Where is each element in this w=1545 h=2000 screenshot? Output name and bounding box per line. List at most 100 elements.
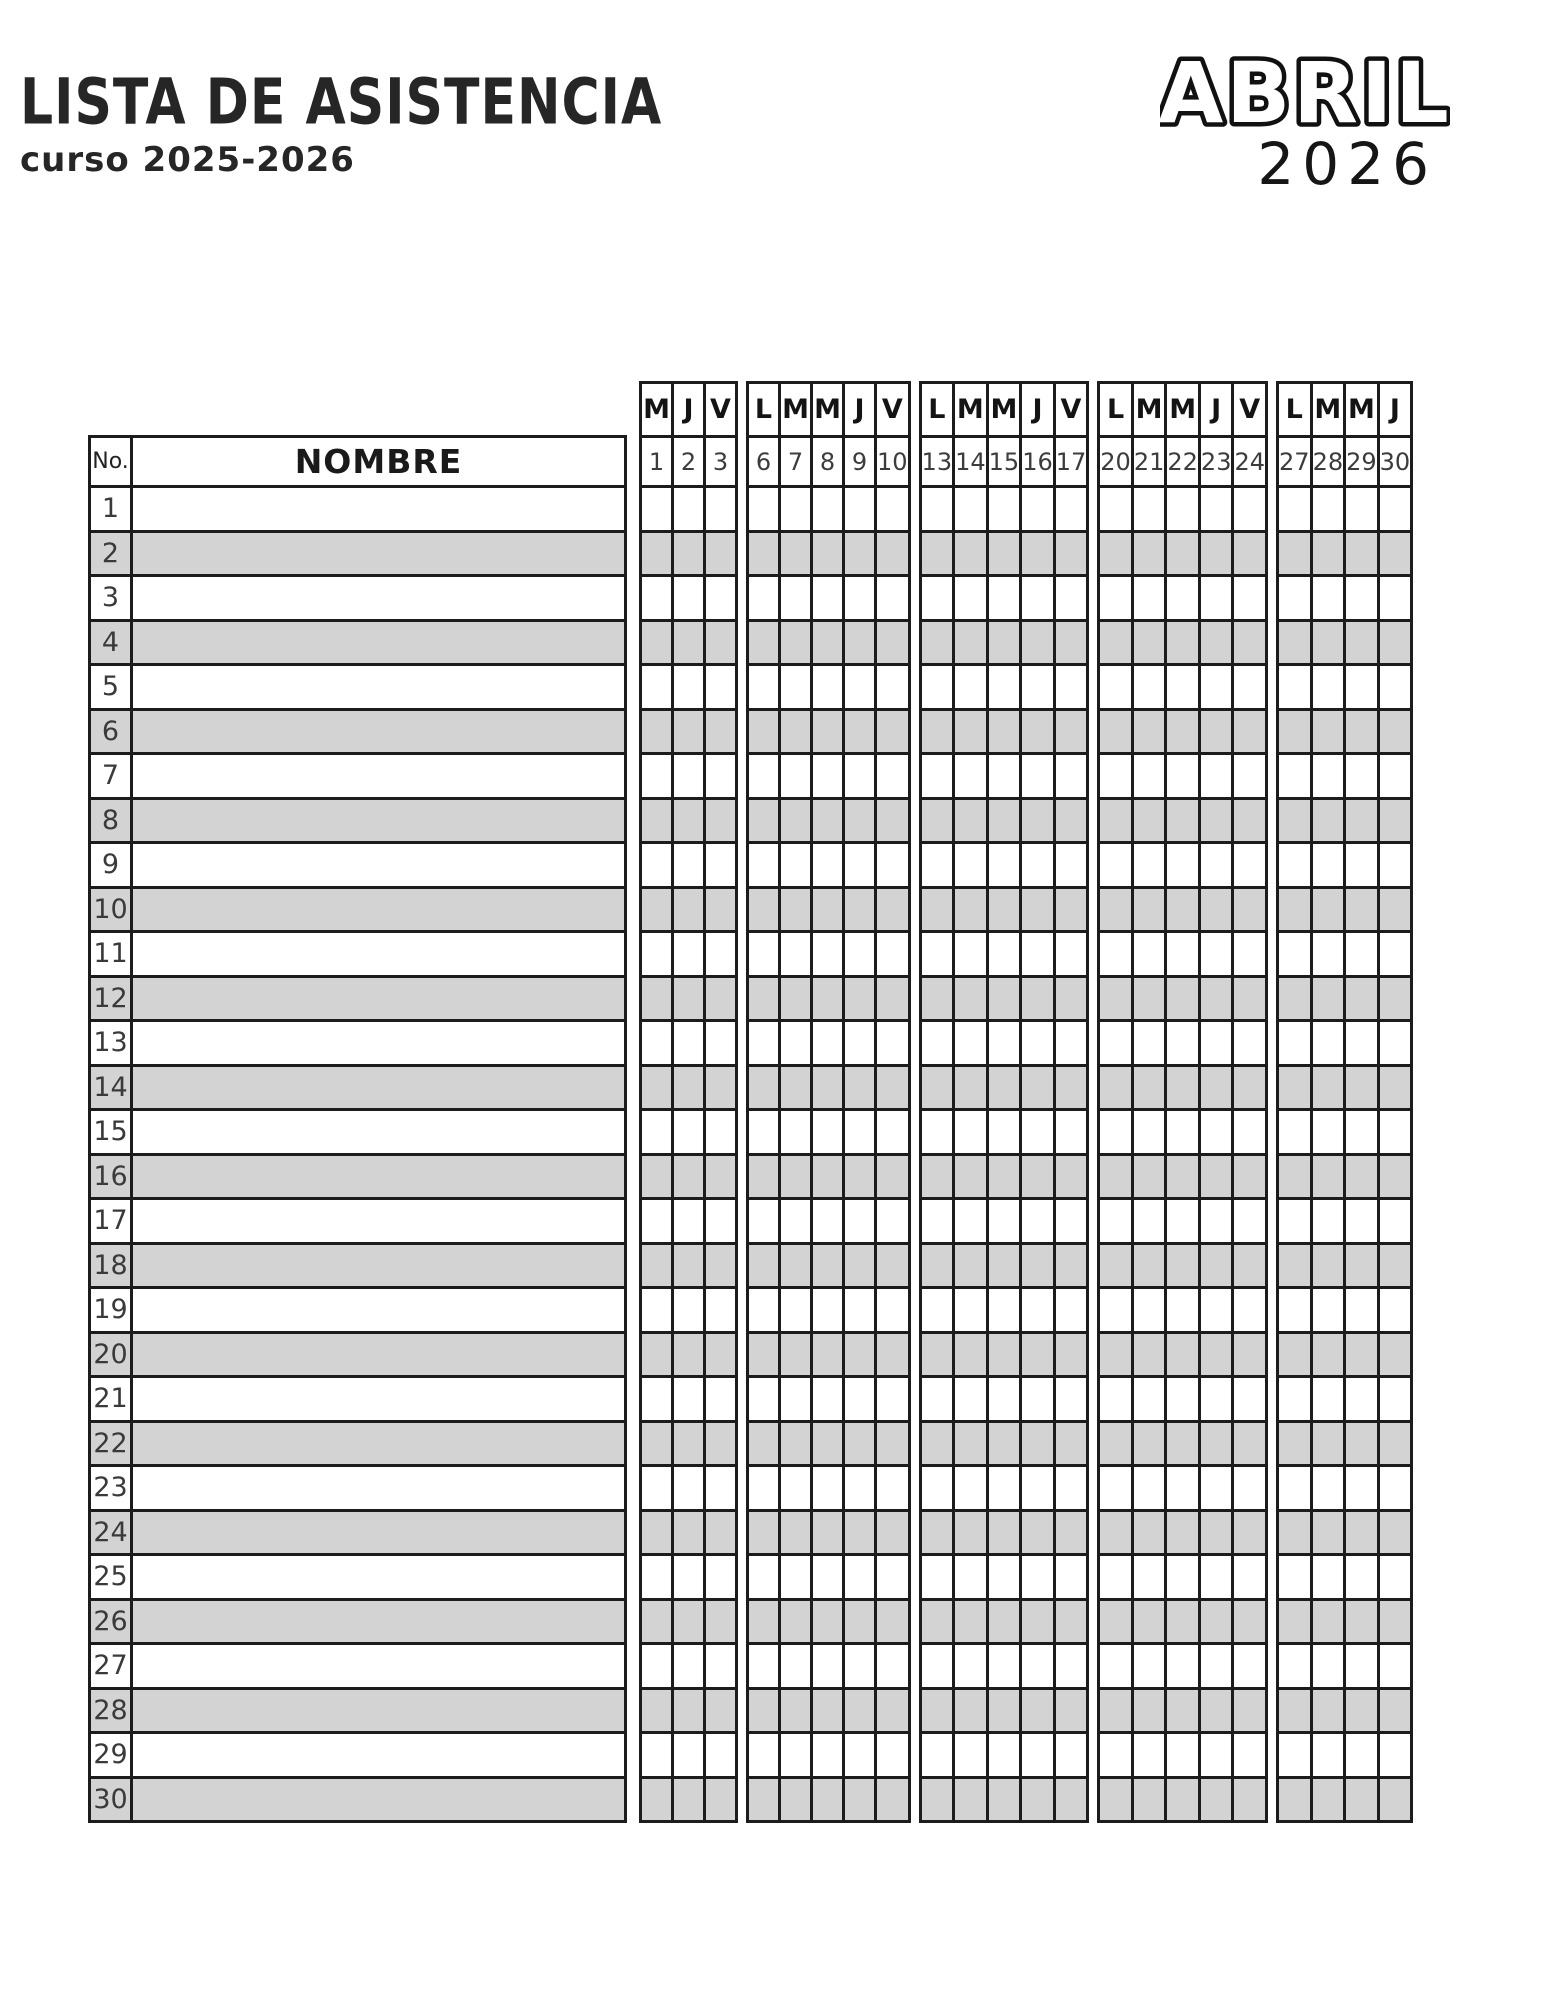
attendance-cell — [1019, 1597, 1056, 1645]
attendance-cell — [985, 930, 1023, 978]
table-row: 28 — [88, 1686, 627, 1734]
attendance-cell — [1130, 752, 1168, 800]
attendance-cell — [1164, 1108, 1201, 1156]
attendance-cell — [1130, 1241, 1168, 1289]
attendance-cell — [1231, 1108, 1268, 1156]
attendance-cell — [1164, 1330, 1201, 1378]
attendance-cell — [985, 574, 1023, 622]
attendance-cell — [1376, 1597, 1414, 1645]
attendance-cell — [1309, 707, 1347, 755]
attendance-cell — [1019, 529, 1056, 577]
table-row — [1276, 485, 1414, 533]
attendance-cell — [842, 1775, 877, 1823]
date-cell: 13 — [918, 435, 956, 488]
attendance-cell — [952, 1241, 989, 1289]
attendance-cell — [1309, 1508, 1347, 1556]
date-row: 20 21 22 23 24 — [1097, 435, 1268, 488]
table-row — [746, 1686, 911, 1734]
attendance-cell — [1343, 796, 1380, 844]
attendance-cell — [918, 485, 956, 533]
attendance-cell — [874, 974, 911, 1022]
table-row — [918, 1241, 1090, 1289]
table-row — [639, 796, 738, 844]
date-row: 27 28 29 30 — [1276, 435, 1414, 488]
attendance-cell — [778, 1019, 813, 1067]
attendance-cell — [1019, 1197, 1056, 1245]
attendance-cell — [842, 618, 877, 666]
table-row — [1097, 1686, 1268, 1734]
name-cell — [130, 1241, 627, 1289]
row-number-cell: 12 — [88, 974, 133, 1022]
attendance-cell — [1130, 1731, 1168, 1779]
attendance-cell — [703, 1731, 738, 1779]
table-row — [918, 1330, 1090, 1378]
attendance-cell — [1164, 707, 1201, 755]
attendance-cell — [671, 1286, 706, 1334]
attendance-cell — [1197, 707, 1235, 755]
attendance-cell — [842, 930, 877, 978]
attendance-cell — [1197, 885, 1235, 933]
attendance-cell — [1376, 1508, 1414, 1556]
table-row — [1097, 1642, 1268, 1690]
table-row — [918, 841, 1090, 889]
attendance-cell — [1097, 1508, 1134, 1556]
attendance-cell — [1309, 796, 1347, 844]
attendance-cell — [1019, 1508, 1056, 1556]
attendance-cell — [1376, 1642, 1414, 1690]
attendance-cell — [1130, 1063, 1168, 1111]
attendance-cell — [1019, 1019, 1056, 1067]
attendance-cell — [985, 1108, 1023, 1156]
attendance-cell — [810, 485, 845, 533]
attendance-cell — [1052, 485, 1090, 533]
table-row — [1276, 1330, 1414, 1378]
attendance-cell — [671, 1686, 706, 1734]
attendance-cell — [1231, 1330, 1268, 1378]
table-row — [918, 1686, 1090, 1734]
table-row: 5 — [88, 663, 627, 711]
attendance-cell — [703, 1286, 738, 1334]
attendance-cell — [1019, 1731, 1056, 1779]
attendance-cell — [1276, 1686, 1313, 1734]
month-bubble-text: ABRIL — [1160, 40, 1450, 147]
attendance-cell — [703, 1108, 738, 1156]
attendance-cell — [1309, 1152, 1347, 1200]
table-row — [639, 1642, 738, 1690]
day-letter-cell: M — [810, 381, 845, 438]
attendance-cell — [1052, 930, 1090, 978]
table-row — [1276, 1464, 1414, 1512]
attendance-cell — [1130, 485, 1168, 533]
table-row — [639, 1108, 738, 1156]
attendance-cell — [778, 1731, 813, 1779]
attendance-cell — [1019, 796, 1056, 844]
attendance-cell — [1019, 1108, 1056, 1156]
attendance-cell — [1231, 1419, 1268, 1467]
attendance-cell — [1019, 1775, 1056, 1823]
table-row — [918, 1197, 1090, 1245]
attendance-cell — [671, 1330, 706, 1378]
attendance-cell — [1130, 1375, 1168, 1423]
attendance-cell — [1130, 529, 1168, 577]
attendance-cell — [874, 885, 911, 933]
attendance-cell — [1052, 1508, 1090, 1556]
attendance-cell — [1197, 1642, 1235, 1690]
date-cell: 30 — [1376, 435, 1414, 488]
attendance-cell — [1309, 1464, 1347, 1512]
name-cell — [130, 485, 627, 533]
table-row — [918, 1419, 1090, 1467]
row-number-cell: 13 — [88, 1019, 133, 1067]
attendance-cell — [1019, 707, 1056, 755]
day-letter-cell: J — [1019, 381, 1056, 438]
attendance-cell — [1376, 1553, 1414, 1601]
table-row — [639, 1330, 738, 1378]
attendance-cell — [810, 752, 845, 800]
attendance-cell — [842, 1152, 877, 1200]
table-row: 2 — [88, 529, 627, 577]
attendance-cell — [1052, 1464, 1090, 1512]
table-row — [746, 1063, 911, 1111]
attendance-cell — [746, 707, 781, 755]
table-row: 8 — [88, 796, 627, 844]
attendance-cell — [1343, 1241, 1380, 1289]
attendance-cell — [639, 930, 674, 978]
attendance-cell — [874, 1686, 911, 1734]
attendance-cell — [1130, 574, 1168, 622]
